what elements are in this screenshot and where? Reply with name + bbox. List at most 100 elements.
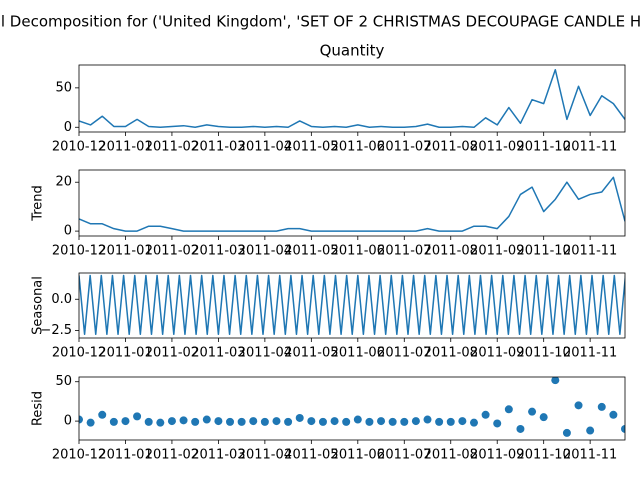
resid-point	[388, 417, 397, 426]
x-tick-label: 2011-01	[98, 346, 152, 361]
x-tick-label: 2011-10	[517, 244, 571, 259]
series-line	[79, 274, 625, 335]
resid-point	[562, 428, 571, 437]
figure-title: Seasonal Decomposition for ('United King…	[0, 13, 640, 31]
resid-point	[121, 417, 130, 426]
resid-point	[586, 426, 595, 435]
y-axis-label: Trend	[31, 185, 46, 222]
resid-point	[214, 417, 223, 426]
resid-point	[353, 415, 362, 424]
x-tick-label: 2011-07	[377, 448, 431, 463]
series-line	[79, 176, 625, 232]
resid-point	[423, 415, 432, 424]
x-tick-label: 2011-04	[238, 140, 292, 155]
resid-point	[597, 402, 606, 411]
x-tick-label: 2011-11	[563, 244, 617, 259]
resid-point	[377, 417, 386, 426]
x-tick-label: 2011-11	[563, 346, 617, 361]
resid-point	[528, 407, 537, 416]
x-tick-label: 2011-07	[377, 244, 431, 259]
resid-point	[493, 419, 502, 428]
x-tick-label: 2011-08	[424, 244, 478, 259]
x-tick-label: 2011-03	[191, 140, 245, 155]
resid-point	[469, 418, 478, 427]
x-tick-label: 2011-05	[284, 244, 338, 259]
x-tick-label: 2011-05	[284, 448, 338, 463]
x-tick-label: 2010-12	[52, 346, 106, 361]
x-tick-label: 2011-02	[145, 346, 199, 361]
x-tick-label: 2011-03	[191, 346, 245, 361]
x-tick-label: 2011-09	[470, 448, 524, 463]
x-tick-label: 2011-07	[377, 346, 431, 361]
axes-frame	[78, 376, 626, 441]
resid-point	[237, 417, 246, 426]
x-tick-label: 2011-08	[424, 346, 478, 361]
resid-point	[504, 405, 513, 414]
x-tick-label: 2011-04	[238, 346, 292, 361]
subplot: Trend0202010-122011-012011-022011-032011…	[31, 169, 626, 259]
resid-point	[516, 424, 525, 433]
resid-point	[481, 410, 490, 419]
y-tick-label: 20	[55, 175, 72, 190]
resid-point	[551, 377, 560, 385]
subplot: Quantity0502010-122011-012011-022011-032…	[52, 42, 626, 155]
x-tick-label: 2011-04	[238, 448, 292, 463]
resid-point	[284, 417, 293, 426]
y-tick-label: 0	[64, 120, 72, 135]
y-tick-label: 50	[55, 374, 72, 389]
x-tick-label: 2011-10	[517, 140, 571, 155]
resid-point	[272, 417, 281, 426]
resid-point	[574, 401, 583, 410]
x-tick-label: 2011-02	[145, 140, 199, 155]
resid-point	[400, 417, 409, 426]
resid-point	[318, 417, 327, 426]
y-axis-label: Seasonal	[31, 276, 46, 335]
series-line	[79, 68, 625, 129]
axes-frame	[78, 64, 626, 133]
resid-point	[411, 417, 420, 426]
resid-point	[249, 417, 258, 426]
resid-point	[191, 417, 200, 426]
x-tick-label: 2011-04	[238, 244, 292, 259]
resid-point	[144, 417, 153, 426]
resid-point	[202, 415, 211, 424]
y-tick-label: 0	[64, 414, 72, 429]
axes-frame	[78, 169, 626, 237]
resid-point	[446, 417, 455, 426]
y-axis-label: Resid	[31, 391, 46, 426]
y-tick-label: 0	[64, 224, 72, 239]
resid-point	[79, 415, 83, 424]
resid-point	[621, 424, 625, 433]
resid-point	[133, 412, 142, 421]
x-tick-label: 2011-02	[145, 244, 199, 259]
resid-point	[109, 417, 118, 426]
x-tick-label: 2011-08	[424, 140, 478, 155]
resid-point	[86, 418, 95, 427]
x-tick-label: 2011-01	[98, 140, 152, 155]
resid-point	[156, 418, 165, 427]
x-tick-label: 2011-03	[191, 244, 245, 259]
y-tick-label: −2.5	[40, 323, 72, 338]
x-tick-label: 2011-10	[517, 448, 571, 463]
axes-frame	[78, 272, 626, 339]
resid-point	[435, 417, 444, 426]
x-tick-label: 2011-09	[470, 140, 524, 155]
resid-point	[260, 417, 269, 426]
x-tick-label: 2011-09	[470, 244, 524, 259]
x-tick-label: 2011-10	[517, 346, 571, 361]
x-tick-label: 2011-06	[331, 346, 385, 361]
resid-point	[342, 417, 351, 426]
x-tick-label: 2011-08	[424, 448, 478, 463]
resid-point	[609, 410, 618, 419]
subplot-title: Quantity	[320, 42, 385, 60]
x-tick-label: 2011-06	[331, 448, 385, 463]
x-tick-label: 2011-09	[470, 346, 524, 361]
x-tick-label: 2011-11	[563, 448, 617, 463]
resid-point	[295, 413, 304, 422]
y-tick-label: 50	[55, 80, 72, 95]
subplot: Seasonal 0.0−2.52010-122011-012011-022011…	[31, 272, 626, 361]
resid-point	[539, 413, 548, 422]
resid-point	[307, 417, 316, 426]
x-tick-label: 2011-05	[284, 346, 338, 361]
